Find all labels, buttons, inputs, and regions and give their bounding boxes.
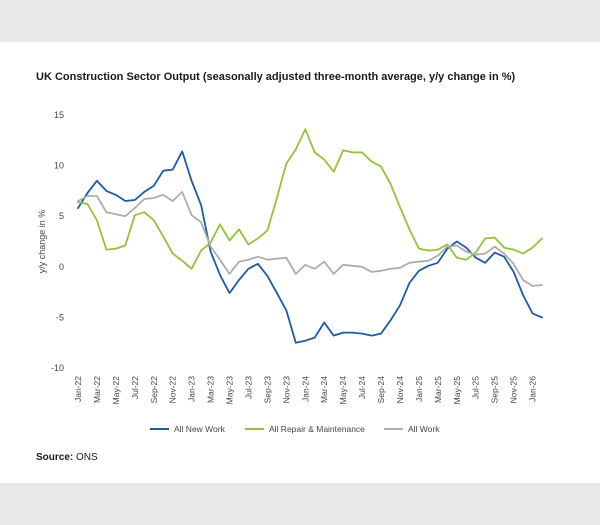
x-tick-label: May-25	[452, 376, 462, 405]
x-tick-label: Mar-25	[433, 376, 443, 403]
x-tick-label: Jan-24	[300, 376, 310, 402]
x-tick-label: Mar-24	[319, 376, 329, 403]
line-chart: 15 10 5 0 -5 -10 y/y change in % Jan-22 Mar-22 Ma…	[37, 110, 543, 434]
series-line-3	[77, 190, 543, 287]
series-line-2	[77, 128, 543, 270]
x-tick-label: Nov-25	[509, 376, 519, 404]
series-line-1	[77, 150, 543, 344]
source-value: ONS	[76, 452, 98, 463]
x-tick-label: Nov-23	[281, 376, 291, 404]
x-tick-label: Jan-22	[73, 376, 83, 402]
source-note: Source: ONS	[36, 452, 98, 463]
source-label: Source:	[36, 452, 74, 463]
x-tick-label: Sep-25	[490, 376, 500, 404]
y-tick-label: -10	[51, 363, 64, 373]
y-tick-label: -5	[56, 312, 64, 322]
x-tick-label: Jul-23	[243, 376, 253, 399]
x-tick-label: Jan-25	[414, 376, 424, 402]
y-axis-label: y/y change in %	[37, 210, 47, 274]
x-tick-label: Sep-23	[262, 376, 272, 404]
x-tick-label: May-22	[111, 376, 121, 405]
chart-title: UK Construction Sector Output (seasonall…	[36, 71, 516, 83]
x-tick-label: May-23	[225, 376, 235, 405]
x-tick-label: Mar-22	[92, 376, 102, 403]
x-tick-label: Sep-22	[149, 376, 159, 404]
y-tick-label: 0	[59, 262, 64, 272]
x-tick-label: Jan-26	[528, 376, 538, 402]
x-tick-label: Sep-24	[376, 376, 386, 404]
chart-card: UK Construction Sector Output (seasonall…	[0, 42, 600, 483]
legend-label-2: All Repair & Maintenance	[269, 424, 365, 434]
x-tick-label: Jul-24	[357, 376, 367, 399]
legend-label-3: All Work	[408, 424, 440, 434]
y-tick-label: 5	[59, 211, 64, 221]
legend-label-1: All New Work	[174, 424, 226, 434]
y-tick-label: 15	[54, 110, 64, 120]
x-tick-label: Mar-23	[206, 376, 216, 403]
x-tick-label: May-24	[338, 376, 348, 405]
y-tick-label: 10	[54, 161, 64, 171]
x-tick-label: Jul-22	[130, 376, 140, 399]
x-tick-label: Jul-25	[471, 376, 481, 399]
x-tick-label: Nov-22	[168, 376, 178, 404]
x-tick-label: Jan-23	[187, 376, 197, 402]
x-tick-label: Nov-24	[395, 376, 405, 404]
